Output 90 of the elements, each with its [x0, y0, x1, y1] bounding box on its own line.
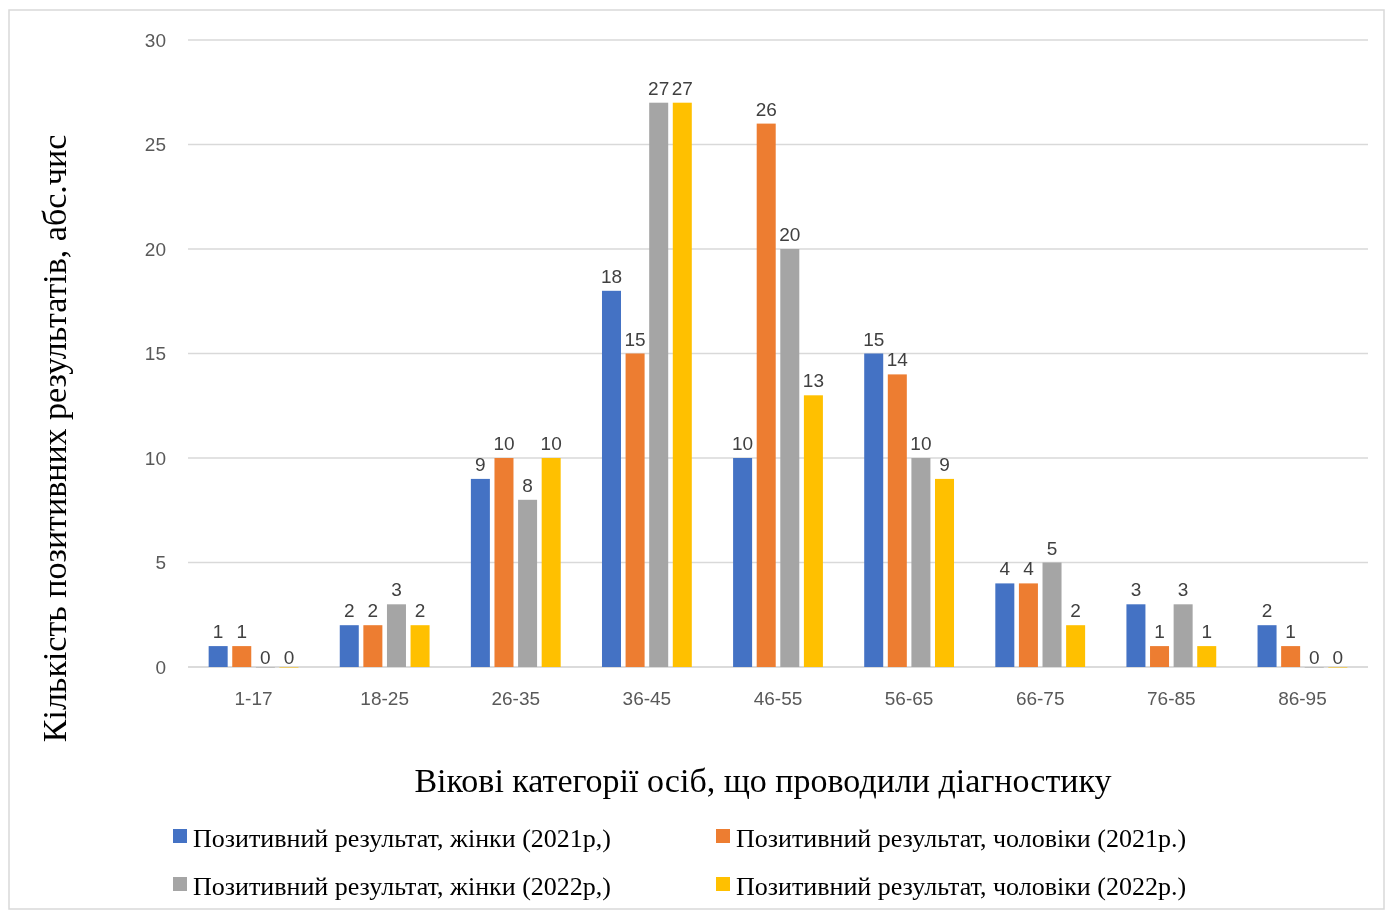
- bar: [1197, 646, 1217, 667]
- bar: [935, 478, 955, 667]
- bar: [1018, 583, 1038, 667]
- data-label: 1: [1201, 621, 1213, 643]
- bar: [733, 458, 753, 667]
- data-label: 9: [475, 453, 486, 475]
- x-tick-label: 46-55: [753, 688, 803, 709]
- bar: [386, 604, 406, 667]
- bar: [780, 249, 800, 667]
- legend-label: Позитивний результат, чоловіки (2022р.): [736, 872, 1187, 902]
- bar: [803, 395, 823, 667]
- y-tick-label: 10: [144, 447, 166, 469]
- bar: [1150, 646, 1170, 667]
- data-label: 14: [886, 349, 909, 371]
- x-tick-label: 36-45: [622, 688, 672, 709]
- data-label: 3: [1177, 579, 1189, 601]
- bar: [601, 290, 621, 667]
- bar: [1042, 562, 1062, 667]
- data-label: 2: [367, 600, 379, 622]
- bar: [470, 478, 490, 667]
- data-label: 20: [779, 224, 801, 245]
- data-label: 0: [1332, 647, 1344, 668]
- data-label: 13: [802, 370, 824, 392]
- x-tick-label: 18-25: [360, 688, 409, 709]
- bar: [339, 625, 359, 667]
- y-tick-label: 15: [144, 343, 166, 365]
- legend-label: Позитивний результат, жінки (2022р,): [193, 872, 611, 902]
- bar: [494, 458, 514, 667]
- x-tick-label: 26-35: [491, 688, 541, 709]
- y-tick-label: 25: [144, 134, 166, 156]
- x-axis-title: Вікові категорії осіб, що проводили діагностику: [414, 762, 1112, 799]
- bar: [410, 625, 430, 667]
- data-label: 1: [1285, 621, 1296, 643]
- data-label: 5: [1046, 537, 1058, 559]
- data-label: 18: [600, 265, 623, 287]
- data-label: 3: [1130, 579, 1142, 601]
- data-label: 3: [391, 579, 402, 601]
- bar: [649, 102, 669, 667]
- data-label: 2: [1070, 600, 1081, 622]
- data-label: 4: [1023, 558, 1035, 580]
- data-label: 2: [1261, 600, 1273, 622]
- bar: [864, 353, 884, 667]
- y-tick-label: 5: [155, 552, 166, 574]
- data-label: 0: [283, 647, 295, 668]
- bar: [625, 353, 645, 667]
- data-label: 10: [540, 433, 562, 454]
- y-tick-label: 30: [144, 29, 166, 51]
- data-label: 4: [999, 558, 1011, 580]
- data-label: 2: [343, 600, 355, 622]
- bar: [756, 123, 776, 667]
- bar: [208, 646, 228, 667]
- bar: [995, 583, 1015, 667]
- y-tick-label: 20: [144, 238, 166, 260]
- legend-label: Позитивний результат, чоловіки (2021р.): [736, 824, 1187, 854]
- data-label: 2: [414, 600, 426, 622]
- data-label: 10: [910, 433, 932, 454]
- bar: [1066, 625, 1086, 667]
- y-axis-title: Кількість позитивних результатів, абс.чис: [36, 134, 73, 743]
- bar: [1257, 625, 1277, 667]
- bar: [1173, 604, 1193, 667]
- x-tick-label: 76-85: [1147, 688, 1196, 709]
- data-label: 1: [1154, 621, 1165, 643]
- data-label: 0: [1308, 647, 1320, 668]
- data-label: 15: [863, 328, 885, 350]
- x-tick-label: 1-17: [234, 688, 273, 709]
- data-label: 26: [755, 98, 777, 120]
- x-tick-label: 56-65: [884, 688, 934, 709]
- bar: [1281, 646, 1301, 667]
- data-label: 0: [260, 647, 271, 668]
- data-label: 10: [493, 433, 515, 454]
- x-tick-label: 86-95: [1278, 688, 1327, 709]
- data-label: 1: [212, 621, 224, 643]
- bar: [911, 458, 931, 667]
- data-label: 15: [624, 328, 646, 350]
- y-tick-label: 0: [155, 656, 166, 678]
- bar: [1126, 604, 1146, 667]
- data-label: 10: [732, 433, 754, 454]
- bar: [672, 102, 692, 667]
- data-label: 8: [522, 474, 533, 496]
- data-label: 27: [648, 77, 670, 99]
- data-label: 27: [671, 77, 693, 99]
- bar: [541, 458, 561, 667]
- bar: [887, 374, 907, 667]
- x-tick-label: 66-75: [1015, 688, 1065, 709]
- legend-label: Позитивний результат, жінки (2021р,): [193, 824, 611, 854]
- bar: [363, 625, 383, 667]
- bar: [232, 646, 252, 667]
- data-label: 1: [236, 621, 248, 643]
- data-label: 9: [939, 453, 950, 475]
- bar: [518, 499, 538, 667]
